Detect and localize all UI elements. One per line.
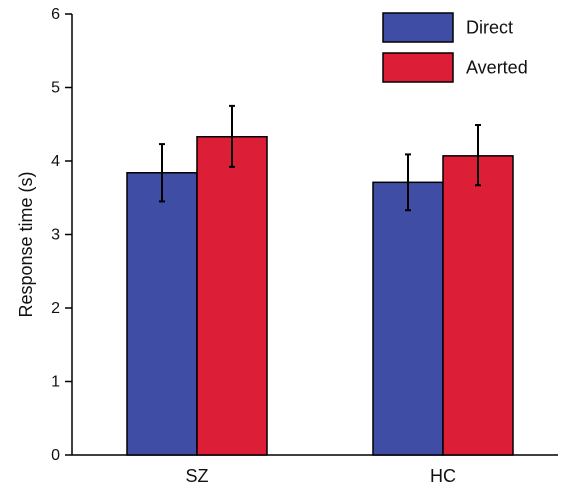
y-axis-title: Response time (s) bbox=[16, 171, 36, 317]
bars bbox=[126, 135, 514, 456]
y-tick-label: 2 bbox=[51, 300, 60, 317]
y-tick-label: 6 bbox=[51, 6, 60, 23]
legend-label-direct: Direct bbox=[466, 18, 513, 38]
x-tick-label: SZ bbox=[185, 466, 208, 486]
x-tick-label: HC bbox=[430, 466, 456, 486]
bar-direct-sz bbox=[126, 172, 198, 456]
y-tick-label: 4 bbox=[51, 153, 60, 170]
y-tick-label: 0 bbox=[51, 447, 60, 464]
bar-averted-sz bbox=[196, 135, 268, 456]
legend: Direct Averted bbox=[382, 12, 528, 83]
y-tick-label: 5 bbox=[51, 80, 60, 97]
y-tick-label: 3 bbox=[51, 227, 60, 244]
legend-label-averted: Averted bbox=[466, 58, 528, 78]
legend-swatch-averted bbox=[382, 52, 454, 83]
bar-averted-hc bbox=[442, 155, 514, 456]
y-tick-label: 1 bbox=[51, 374, 60, 391]
error-bars bbox=[159, 104, 481, 212]
bar-direct-hc bbox=[372, 181, 444, 456]
legend-swatch-direct bbox=[382, 12, 454, 43]
axis-labels: 0 1 2 3 4 5 6 Response time (s) SZ HC bbox=[16, 6, 456, 486]
